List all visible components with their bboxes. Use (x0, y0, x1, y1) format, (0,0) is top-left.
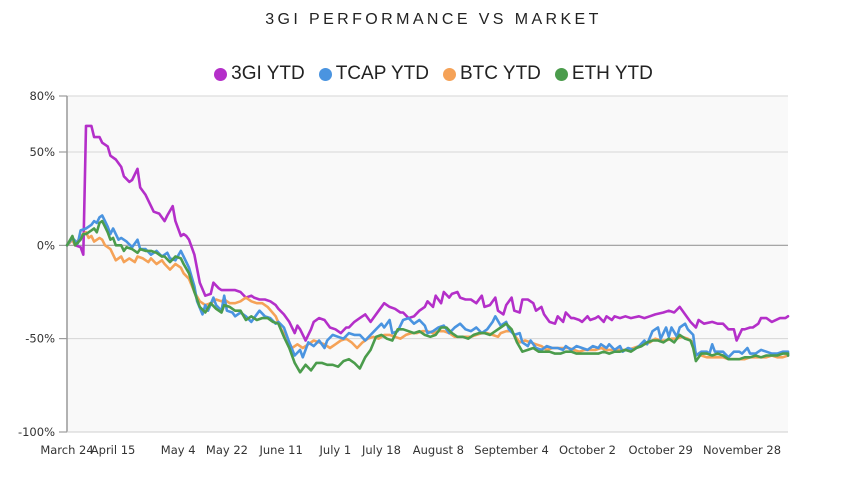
y-tick-label: 0% (37, 238, 55, 252)
legend-label-btc: BTC YTD (459, 63, 541, 84)
x-tick-label: October 2 (559, 443, 616, 457)
x-tick-label: July 1 (319, 443, 352, 457)
series-line-eth-ytd[interactable] (65, 219, 790, 374)
x-tick-label: March 24 (40, 443, 93, 457)
x-tick-label: July 18 (361, 443, 401, 457)
chart-title: 3GI PERFORMANCE VS MARKET (265, 11, 602, 28)
legend-item-3gi[interactable]: 3GI YTD (214, 63, 305, 85)
series-lines (65, 124, 790, 374)
y-tick-label: -50% (25, 332, 55, 346)
x-tick-label: June 11 (258, 443, 302, 457)
legend-item-btc[interactable]: BTC YTD (442, 63, 541, 85)
y-tick-label: 50% (29, 145, 55, 159)
y-tick-label: 80% (29, 89, 55, 103)
x-tick-label: May 4 (161, 443, 196, 457)
x-tick-label: April 15 (91, 443, 136, 457)
legend-label-3gi: 3GI YTD (231, 63, 305, 84)
x-tick-label: November 28 (703, 443, 781, 457)
legend-marker-btc (442, 67, 456, 81)
x-tick-label: August 8 (413, 443, 464, 457)
legend-marker-3gi (214, 67, 228, 81)
legend-item-tcap[interactable]: TCAP YTD (318, 63, 429, 85)
legend-item-eth[interactable]: ETH YTD (554, 63, 653, 85)
x-tick-label: May 22 (206, 443, 248, 457)
legend-label-tcap: TCAP YTD (335, 63, 429, 84)
series-line-3gi-ytd[interactable] (65, 124, 790, 342)
y-tick-label: -100% (18, 425, 55, 439)
legend-label-eth: ETH YTD (571, 63, 653, 84)
y-axis: 80% 50% 0% -50% -100% (18, 89, 68, 439)
x-tick-label: October 29 (629, 443, 693, 457)
legend-marker-eth (554, 67, 568, 81)
legend: 3GI YTD TCAP YTD BTC YTD ETH YTD (0, 63, 867, 85)
x-tick-label: September 4 (474, 443, 549, 457)
legend-marker-tcap (318, 67, 332, 81)
